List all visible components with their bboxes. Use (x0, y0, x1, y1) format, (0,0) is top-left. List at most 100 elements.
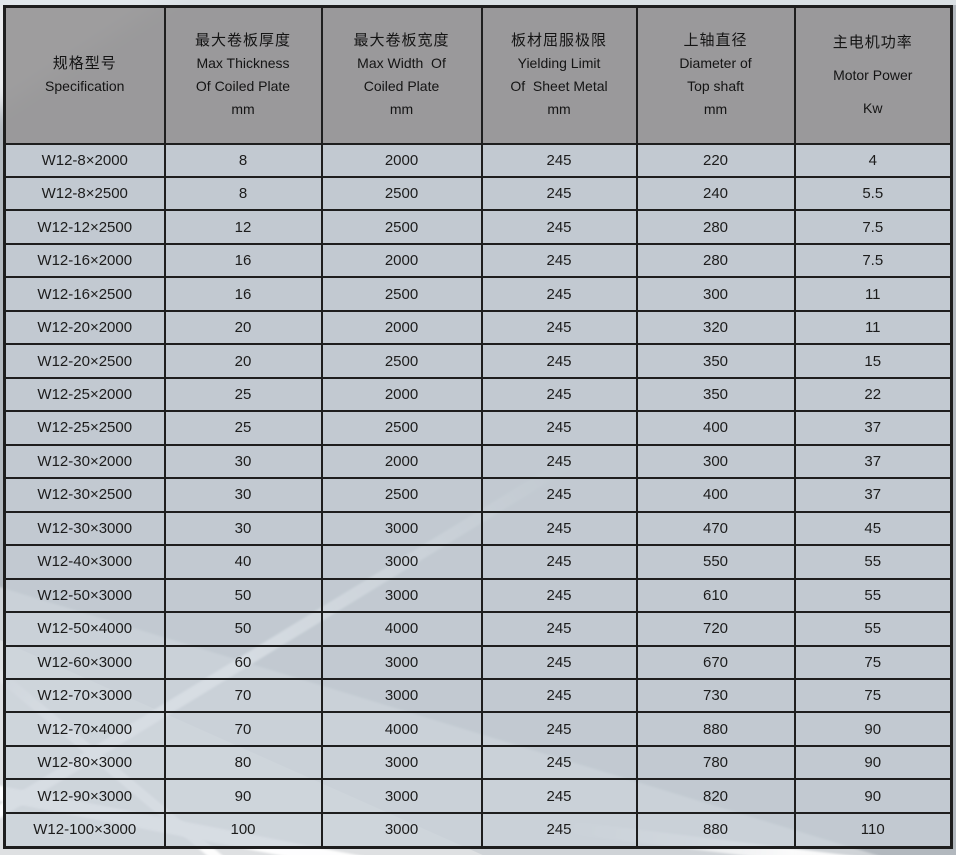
cell-top-shaft-diameter: 400 (635, 410, 796, 446)
cell-max-thickness: 16 (163, 242, 323, 279)
cell-specification: W12-20×2500 (3, 343, 166, 379)
cell-max-thickness: 8 (163, 142, 323, 178)
cell-specification: W12-12×2500 (3, 209, 166, 245)
cell-yielding-limit: 245 (480, 711, 638, 747)
cell-motor-power: 45 (793, 510, 953, 547)
cell-yielding-limit: 245 (480, 611, 638, 647)
cell-yielding-limit: 245 (480, 209, 638, 245)
cell-yielding-limit: 245 (480, 276, 638, 312)
cell-specification: W12-100×3000 (3, 811, 166, 849)
cell-max-thickness: 100 (163, 811, 323, 849)
cell-specification: W12-80×3000 (3, 744, 166, 781)
cell-max-thickness: 40 (163, 544, 323, 580)
cell-yielding-limit: 245 (480, 577, 638, 614)
cell-specification: W12-16×2000 (3, 242, 166, 279)
cell-max-thickness: 70 (163, 711, 323, 747)
cell-yielding-limit: 245 (480, 410, 638, 446)
cell-top-shaft-diameter: 300 (635, 443, 796, 480)
cell-max-width: 3000 (320, 577, 483, 614)
table-row: W12-60×3000 60 3000 245 670 75 (3, 644, 953, 681)
cell-yielding-limit: 245 (480, 811, 638, 849)
cell-yielding-limit: 245 (480, 175, 638, 212)
cell-max-thickness: 20 (163, 343, 323, 379)
cell-yielding-limit: 245 (480, 778, 638, 814)
header-line: Diameter of (679, 55, 752, 72)
header-line: 规格型号 (52, 55, 117, 73)
cell-motor-power: 37 (793, 477, 953, 513)
header-line: Of Sheet Metal (510, 78, 608, 95)
cell-specification: W12-25×2000 (3, 376, 166, 413)
table-row: W12-12×2500 12 2500 245 280 7.5 (3, 209, 953, 245)
cell-top-shaft-diameter: 220 (635, 142, 796, 178)
cell-yielding-limit: 245 (480, 242, 638, 279)
cell-max-thickness: 30 (163, 510, 323, 547)
cell-yielding-limit: 245 (480, 677, 638, 714)
table-row: W12-8×2000 8 2000 245 220 4 (3, 142, 953, 178)
cell-specification: W12-40×3000 (3, 544, 166, 580)
cell-specification: W12-30×3000 (3, 510, 166, 547)
column-header-specification: 规格型号 Specification (3, 5, 166, 145)
cell-specification: W12-20×2000 (3, 309, 166, 346)
column-header-yielding-limit: 板材屈服极限 Yielding Limit Of Sheet Metal mm (480, 5, 638, 145)
column-header-motor-power: 主电机功率 Motor Power Kw (793, 5, 953, 145)
cell-specification: W12-8×2500 (3, 175, 166, 212)
cell-max-width: 3000 (320, 644, 483, 681)
header-line: Motor Power (833, 66, 913, 83)
column-header-top-shaft-diameter: 上轴直径 Diameter of Top shaft mm (635, 5, 796, 145)
cell-max-thickness: 8 (163, 175, 323, 212)
cell-specification: W12-30×2000 (3, 443, 166, 480)
cell-specification: W12-8×2000 (3, 142, 166, 178)
cell-max-width: 2500 (320, 276, 483, 312)
header-line: Max Thickness (196, 55, 290, 72)
specification-table: 规格型号 Specification 最大卷板厚度 Max Thickness Of C… (3, 5, 953, 849)
cell-top-shaft-diameter: 780 (635, 744, 796, 781)
cell-max-width: 4000 (320, 711, 483, 747)
cell-specification: W12-70×3000 (3, 677, 166, 714)
cell-motor-power: 4 (793, 142, 953, 178)
table-row: W12-20×2000 20 2000 245 320 11 (3, 309, 953, 346)
cell-yielding-limit: 245 (480, 544, 638, 580)
cell-yielding-limit: 245 (480, 309, 638, 346)
cell-max-width: 2500 (320, 209, 483, 245)
cell-specification: W12-50×4000 (3, 611, 166, 647)
cell-top-shaft-diameter: 320 (635, 309, 796, 346)
table-row: W12-8×2500 8 2500 245 240 5.5 (3, 175, 953, 212)
cell-yielding-limit: 245 (480, 376, 638, 413)
cell-motor-power: 75 (793, 677, 953, 714)
cell-max-width: 2500 (320, 343, 483, 379)
cell-max-width: 3000 (320, 744, 483, 781)
table-row: W12-70×4000 70 4000 245 880 90 (3, 711, 953, 747)
table-row: W12-80×3000 80 3000 245 780 90 (3, 744, 953, 781)
cell-max-width: 3000 (320, 811, 483, 849)
table-row: W12-30×2500 30 2500 245 400 37 (3, 477, 953, 513)
cell-max-width: 2000 (320, 376, 483, 413)
cell-top-shaft-diameter: 670 (635, 644, 796, 681)
cell-max-width: 4000 (320, 611, 483, 647)
cell-yielding-limit: 245 (480, 443, 638, 480)
cell-max-thickness: 30 (163, 443, 323, 480)
table-row: W12-50×3000 50 3000 245 610 55 (3, 577, 953, 614)
header-line: mm (231, 101, 255, 118)
cell-max-thickness: 70 (163, 677, 323, 714)
cell-motor-power: 55 (793, 544, 953, 580)
cell-max-width: 2500 (320, 477, 483, 513)
header-line: Top shaft (687, 78, 744, 95)
cell-yielding-limit: 245 (480, 744, 638, 781)
table-row: W12-25×2500 25 2500 245 400 37 (3, 410, 953, 446)
cell-max-thickness: 16 (163, 276, 323, 312)
cell-motor-power: 75 (793, 644, 953, 681)
cell-top-shaft-diameter: 350 (635, 343, 796, 379)
table-row: W12-40×3000 40 3000 245 550 55 (3, 544, 953, 580)
cell-motor-power: 11 (793, 309, 953, 346)
cell-motor-power: 110 (793, 811, 953, 849)
table-body: W12-8×2000 8 2000 245 220 4 W12-8×2500 8 2500 245… (3, 142, 953, 849)
cell-top-shaft-diameter: 610 (635, 577, 796, 614)
cell-motor-power: 7.5 (793, 209, 953, 245)
cell-specification: W12-16×2500 (3, 276, 166, 312)
column-header-max-thickness: 最大卷板厚度 Max Thickness Of Coiled Plate mm (163, 5, 323, 145)
cell-top-shaft-diameter: 280 (635, 242, 796, 279)
cell-motor-power: 11 (793, 276, 953, 312)
cell-top-shaft-diameter: 400 (635, 477, 796, 513)
header-line: 最大卷板厚度 (194, 32, 291, 50)
